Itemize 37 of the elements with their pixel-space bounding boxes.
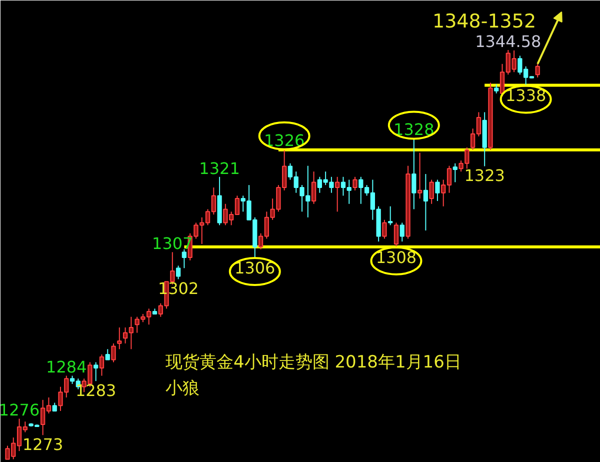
annotation: 1338 [505,86,546,106]
annotation: 1326 [264,130,305,150]
candlestick [105,348,110,360]
text: 1348-1352 [432,10,536,32]
candlestick [382,219,387,240]
candlestick [535,63,540,78]
text: 小狼 [166,378,200,398]
text: 现货黄金4小时走势图 2018年1月16日 [166,352,462,372]
annotation: 1284 [46,358,87,377]
annotation: 1283 [75,381,116,400]
candlestick [417,152,422,200]
candlestick [494,84,499,94]
annotation: 1306 [234,258,276,278]
candlestick [435,179,440,202]
annotation: 1323 [464,166,505,186]
candlestick [352,176,358,191]
candlestick [335,176,340,212]
candlestick [452,162,458,183]
annotation: 1344.58 [475,32,542,52]
candlestick [176,265,181,280]
candlestick [400,222,404,242]
annotation: 1273 [22,435,64,454]
candlestick [429,179,434,204]
annotation: 1308 [376,248,417,267]
candlestick [117,326,122,350]
candlestick [394,222,399,248]
candlestick [111,342,116,363]
candlestick [423,174,428,231]
candlestick [94,362,98,382]
annotation: 1321 [199,158,240,178]
candlestick [182,248,187,269]
annotation: 1328 [394,120,434,140]
candlestick [311,171,316,204]
candlestick [99,354,104,376]
candlestick [388,206,393,226]
annotation: 1276 [0,400,40,420]
candlestick [412,138,416,210]
